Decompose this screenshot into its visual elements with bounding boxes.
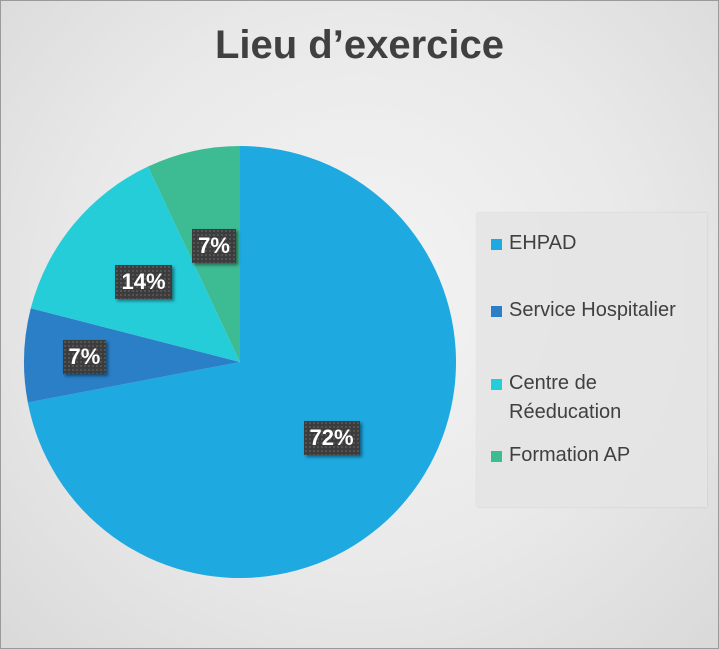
data-label: 7% <box>192 229 236 264</box>
data-label: 72% <box>303 420 360 455</box>
pie-slice <box>24 308 241 403</box>
legend-swatch <box>491 306 502 317</box>
legend-label: Formation AP <box>509 444 631 466</box>
data-label: 14% <box>115 265 172 300</box>
chart-title: Lieu d’exercice <box>214 23 505 67</box>
pie-slice <box>30 166 240 362</box>
pie-slice <box>27 146 457 579</box>
legend-item: EHPAD <box>491 229 705 258</box>
legend-item: Centre de Réeducation <box>491 369 705 427</box>
legend-item: Formation AP <box>491 441 705 470</box>
legend-swatch <box>491 451 502 462</box>
legend-label: Centre de Réeducation <box>509 372 622 423</box>
legend-swatch <box>491 239 502 250</box>
legend-swatch <box>491 379 502 390</box>
legend-label: EHPAD <box>509 232 577 254</box>
data-label: 7% <box>62 340 107 375</box>
legend-label: Service Hospitalier <box>509 299 676 321</box>
legend: EHPAD Service Hospitalier Centre de Réed… <box>477 213 707 507</box>
legend-item: Service Hospitalier <box>491 296 705 325</box>
